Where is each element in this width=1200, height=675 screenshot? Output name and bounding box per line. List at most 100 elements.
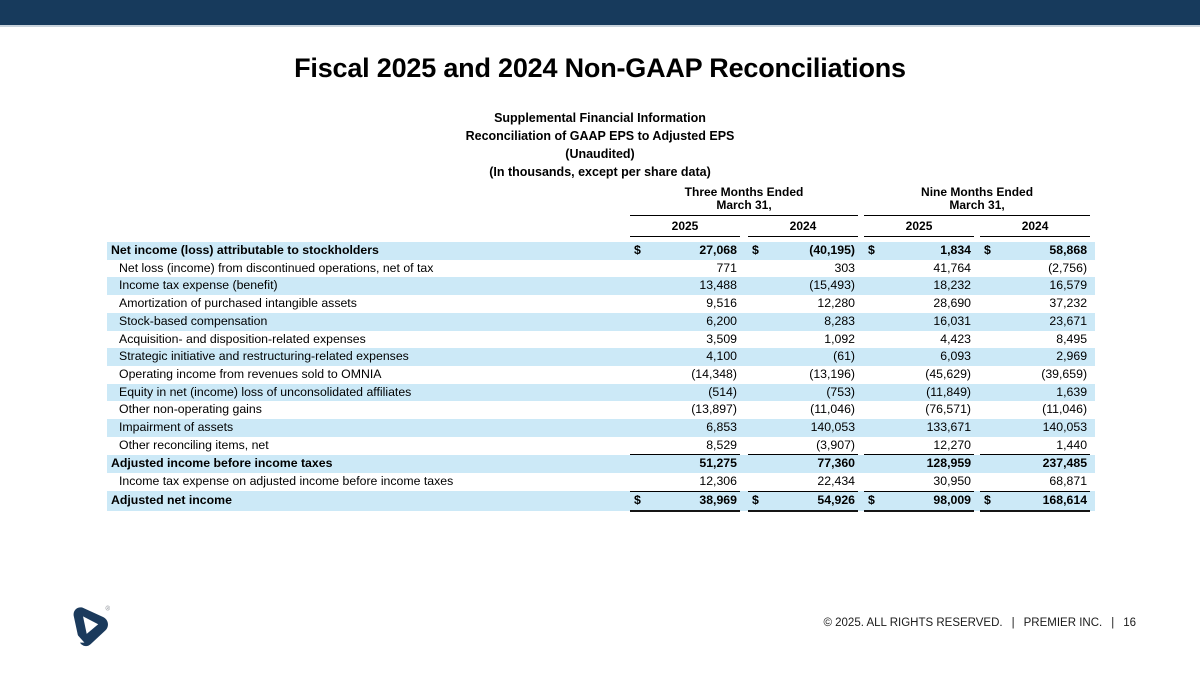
- cell-value: 1,440: [980, 436, 1091, 456]
- cell-value: (14,348): [691, 366, 737, 381]
- col-group-label: Three Months Ended: [684, 185, 804, 199]
- cell-value: 22,434: [748, 473, 859, 492]
- cell-value: 303: [834, 260, 856, 275]
- cell-value: $38,969: [630, 491, 740, 512]
- cell-value: (11,046): [810, 402, 856, 417]
- table-row: Income tax expense (benefit) 13,488 (15,49…: [107, 277, 1096, 296]
- cell-value: 8,495: [1056, 331, 1088, 346]
- footer-separator: |: [1111, 617, 1115, 629]
- col-group-sublabel: March 31,: [716, 198, 772, 212]
- cell-value: 77,360: [748, 454, 859, 474]
- cell-value: (15,493): [748, 277, 859, 296]
- cell-value: 30,950: [864, 473, 975, 492]
- row-label: Other reconciling items, net: [119, 437, 269, 452]
- cell-value: 13,488: [630, 277, 740, 296]
- cell-value: 128,959: [864, 454, 975, 474]
- dollar-sign: $: [984, 243, 991, 257]
- cell-value: (2,756): [1048, 260, 1088, 275]
- row-label: Income tax expense (benefit): [107, 277, 630, 296]
- cell-value: (61): [748, 348, 859, 366]
- premier-logo-icon: ®: [73, 605, 111, 647]
- table-row: Net loss (income) from discontinued oper…: [107, 260, 1095, 278]
- row-label: Equity in net (income) loss of unconsoli…: [107, 383, 630, 402]
- cell-value: $54,926: [748, 491, 859, 512]
- table-row: Acquisition- and disposition-related exp…: [107, 331, 1095, 349]
- footer-separator: |: [1011, 617, 1015, 629]
- cell-value: 1,639: [980, 383, 1091, 402]
- year-header: 2024: [980, 215, 1091, 237]
- table-row: Net income (loss) attributable to stockh…: [107, 242, 1096, 260]
- cell-value: 6,093: [864, 348, 975, 366]
- cell-value: (753): [748, 383, 859, 402]
- cell-value: 6,200: [630, 312, 740, 331]
- caption-line-1: Supplemental Financial Information: [494, 111, 706, 125]
- row-label: Other non-operating gains: [119, 402, 262, 417]
- cell-value: 8,529: [630, 436, 740, 456]
- col-group-sublabel: March 31,: [949, 198, 1005, 212]
- row-label: Net income (loss) attributable to stockh…: [107, 242, 630, 260]
- table-row: Equity in net (income) loss of unconsoli…: [107, 383, 1096, 402]
- cell-value: (13,897): [691, 402, 737, 417]
- table-row: Amortization of purchased intangible ass…: [107, 295, 1095, 313]
- caption-line-4: (In thousands, except per share data): [489, 165, 711, 179]
- cell-value: 41,764: [933, 260, 972, 275]
- col-group-label: Nine Months Ended: [921, 185, 1034, 199]
- cell-value: (39,659): [1041, 366, 1088, 381]
- cell-value: $27,068: [630, 242, 740, 260]
- copyright-text: © 2025. ALL RIGHTS RESERVED.: [823, 617, 1003, 629]
- cell-value: $ (40,195): [748, 242, 859, 260]
- dollar-sign: $: [634, 243, 641, 257]
- cell-value: 2,969: [980, 348, 1091, 366]
- cell-value: (11,046): [1042, 402, 1088, 417]
- cell-value: (45,629): [925, 366, 972, 381]
- table-body: Net income (loss) attributable to stockh…: [107, 242, 1096, 512]
- year-header: 2025: [864, 215, 975, 237]
- cell-value: 37,232: [1049, 296, 1088, 311]
- row-label: Adjusted net income: [107, 491, 630, 511]
- cell-value: 4,423: [940, 331, 972, 346]
- caption-line-2: Reconciliation of GAAP EPS to Adjusted E…: [465, 129, 735, 143]
- table-row: Impairment of assets 6,853 140,053 133,671 1…: [107, 419, 1096, 437]
- cell-value: 4,100: [630, 348, 740, 366]
- top-accent-bar: [0, 0, 1200, 27]
- cell-value: 1,092: [824, 331, 856, 346]
- row-label: Acquisition- and disposition-related exp…: [119, 331, 366, 346]
- row-label: Operating income from revenues sold to O…: [119, 366, 382, 381]
- cell-value: 140,053: [748, 419, 859, 437]
- slide-title: Fiscal 2025 and 2024 Non-GAAP Reconcilia…: [294, 53, 906, 83]
- cell-value: 140,053: [980, 419, 1091, 437]
- company-name: PREMIER INC.: [1023, 617, 1103, 629]
- cell-value: 8,283: [748, 312, 859, 331]
- row-label: Adjusted income before income taxes: [107, 454, 630, 474]
- row-label: Stock-based compensation: [107, 312, 630, 331]
- cell-value: $58,868: [980, 242, 1091, 260]
- caption-line-3: (Unaudited): [565, 147, 635, 161]
- cell-value: (3,907): [748, 436, 859, 456]
- col-group-three-months: Three Months Ended March 31,: [630, 185, 859, 216]
- cell-value: $98,009: [864, 491, 975, 512]
- cell-value: 68,871: [980, 473, 1091, 492]
- year-header-row: 2025 2024 2025 2024: [107, 215, 1095, 237]
- cell-value: 9,516: [706, 296, 737, 311]
- cell-value: 28,690: [933, 296, 972, 311]
- dollar-sign: $: [752, 243, 759, 257]
- row-label: Income tax expense on adjusted income be…: [119, 474, 454, 489]
- cell-value: 18,232: [864, 277, 975, 296]
- cell-value: $168,614: [980, 491, 1091, 512]
- table-row: Stock-based compensation 6,200 8,283 16,031…: [107, 312, 1096, 331]
- table-row: Strategic initiative and restructuring-r…: [107, 348, 1096, 366]
- dollar-sign: $: [868, 492, 875, 507]
- reconciliation-table: Three Months Ended March 31, Nine Months…: [107, 186, 1096, 512]
- year-header: 2024: [748, 215, 859, 237]
- cell-value: 237,485: [980, 454, 1091, 474]
- cell-value: (514): [630, 383, 740, 402]
- cell-value: 51,275: [630, 454, 740, 474]
- cell-value: $1,834: [864, 242, 975, 260]
- year-header: 2025: [630, 215, 740, 237]
- row-label: Net loss (income) from discontinued oper…: [119, 260, 434, 275]
- col-group-nine-months: Nine Months Ended March 31,: [864, 185, 1091, 216]
- cell-value: 3,509: [706, 331, 737, 346]
- registered-trademark: ®: [106, 605, 111, 612]
- column-group-header-row: Three Months Ended March 31, Nine Months…: [107, 186, 1095, 216]
